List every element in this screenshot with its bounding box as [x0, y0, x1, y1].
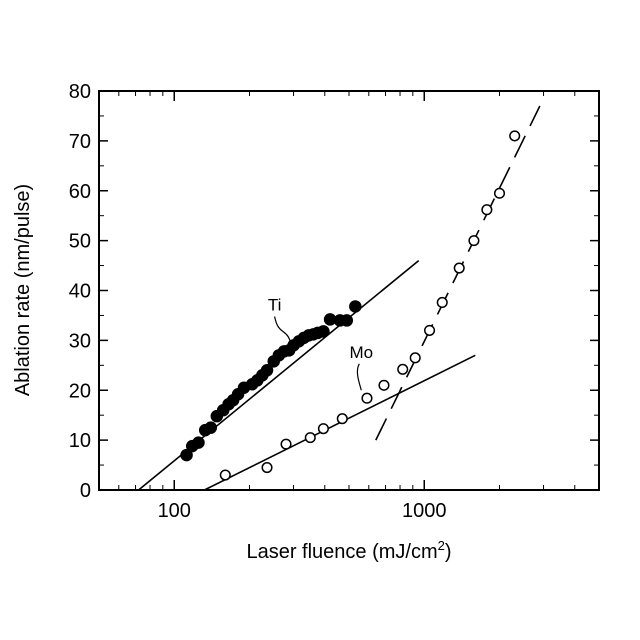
mo-point	[220, 470, 230, 480]
y-tick-label: 60	[69, 181, 91, 203]
mo-point	[495, 188, 505, 198]
annotation-mo: Mo	[349, 343, 373, 362]
mo-point	[454, 263, 464, 273]
mo-point	[262, 463, 272, 473]
mo-point	[510, 131, 520, 141]
mo-point	[437, 298, 447, 308]
ti-point	[205, 422, 216, 433]
ti-point	[318, 326, 329, 337]
annotation-ti: Ti	[268, 295, 282, 314]
ti-point	[350, 301, 361, 312]
y-tick-label: 50	[69, 231, 91, 253]
y-axis-title: Ablation rate (nm/pulse)	[12, 184, 34, 396]
x-axis-title: Laser fluence (mJ/cm2)	[246, 538, 451, 563]
mo-point	[482, 205, 492, 215]
annotation-leader	[357, 364, 361, 390]
mo-point	[305, 433, 315, 443]
mo-point	[410, 353, 420, 363]
mo-point	[469, 236, 479, 246]
y-tick-label: 80	[69, 81, 91, 103]
x-tick-label: 1000	[402, 500, 447, 522]
fit-lines	[139, 106, 540, 490]
mo-point	[319, 424, 329, 434]
y-tick-label: 20	[69, 380, 91, 402]
y-tick-label: 30	[69, 330, 91, 352]
mo-point	[425, 326, 435, 336]
y-tick-label: 70	[69, 131, 91, 153]
data-points	[181, 131, 519, 480]
mo-point	[398, 365, 408, 375]
y-tick-label: 40	[69, 281, 91, 303]
mo-point	[379, 380, 389, 390]
mo-point	[281, 439, 291, 449]
x-tick-label: 100	[158, 500, 191, 522]
plot-frame	[99, 91, 599, 490]
y-tick-label: 0	[80, 480, 91, 502]
y-tick-label: 10	[69, 430, 91, 452]
ti-point	[341, 315, 352, 326]
mo-point	[362, 393, 372, 403]
mo-point	[337, 414, 347, 424]
ti-point	[193, 437, 204, 448]
